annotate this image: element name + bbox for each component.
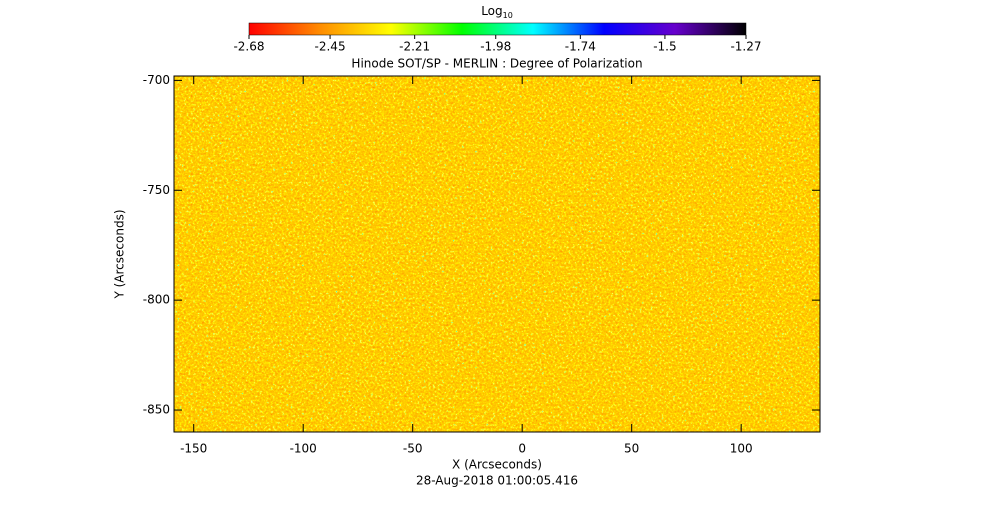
colorbar-tick-label: -2.45 bbox=[315, 40, 346, 54]
colorbar-tick-label: -1.98 bbox=[480, 40, 511, 54]
plot-frame bbox=[173, 75, 821, 433]
colorbar-tick-label: -2.68 bbox=[233, 40, 264, 54]
y-axis-label: Y (Arcseconds) bbox=[113, 209, 127, 299]
x-tick-label: -150 bbox=[180, 442, 207, 456]
y-tick-label: -700 bbox=[143, 73, 170, 87]
x-tick-label: -100 bbox=[290, 442, 317, 456]
y-tick-label: -850 bbox=[143, 403, 170, 417]
y-tick-label: -800 bbox=[143, 293, 170, 307]
colorbar-tick-label: -1.5 bbox=[653, 40, 676, 54]
x-tick-label: 100 bbox=[730, 442, 753, 456]
x-axis-label: X (Arcseconds) bbox=[452, 458, 542, 472]
footnote: 28-Aug-2018 01:00:05.416 bbox=[416, 474, 578, 488]
x-tick-label: 0 bbox=[518, 442, 526, 456]
chart-title: Hinode SOT/SP - MERLIN : Degree of Polar… bbox=[351, 57, 642, 71]
colorbar bbox=[248, 22, 747, 36]
y-tick-label: -750 bbox=[143, 183, 170, 197]
x-tick-label: -50 bbox=[403, 442, 423, 456]
colorbar-tick-label: -1.27 bbox=[730, 40, 761, 54]
image bbox=[174, 76, 820, 432]
colorbar-tick-label: -1.74 bbox=[565, 40, 596, 54]
colorbar-tick-label: -2.21 bbox=[399, 40, 430, 54]
colorbar-label: Log10 bbox=[481, 4, 513, 20]
x-tick-label: 50 bbox=[624, 442, 639, 456]
